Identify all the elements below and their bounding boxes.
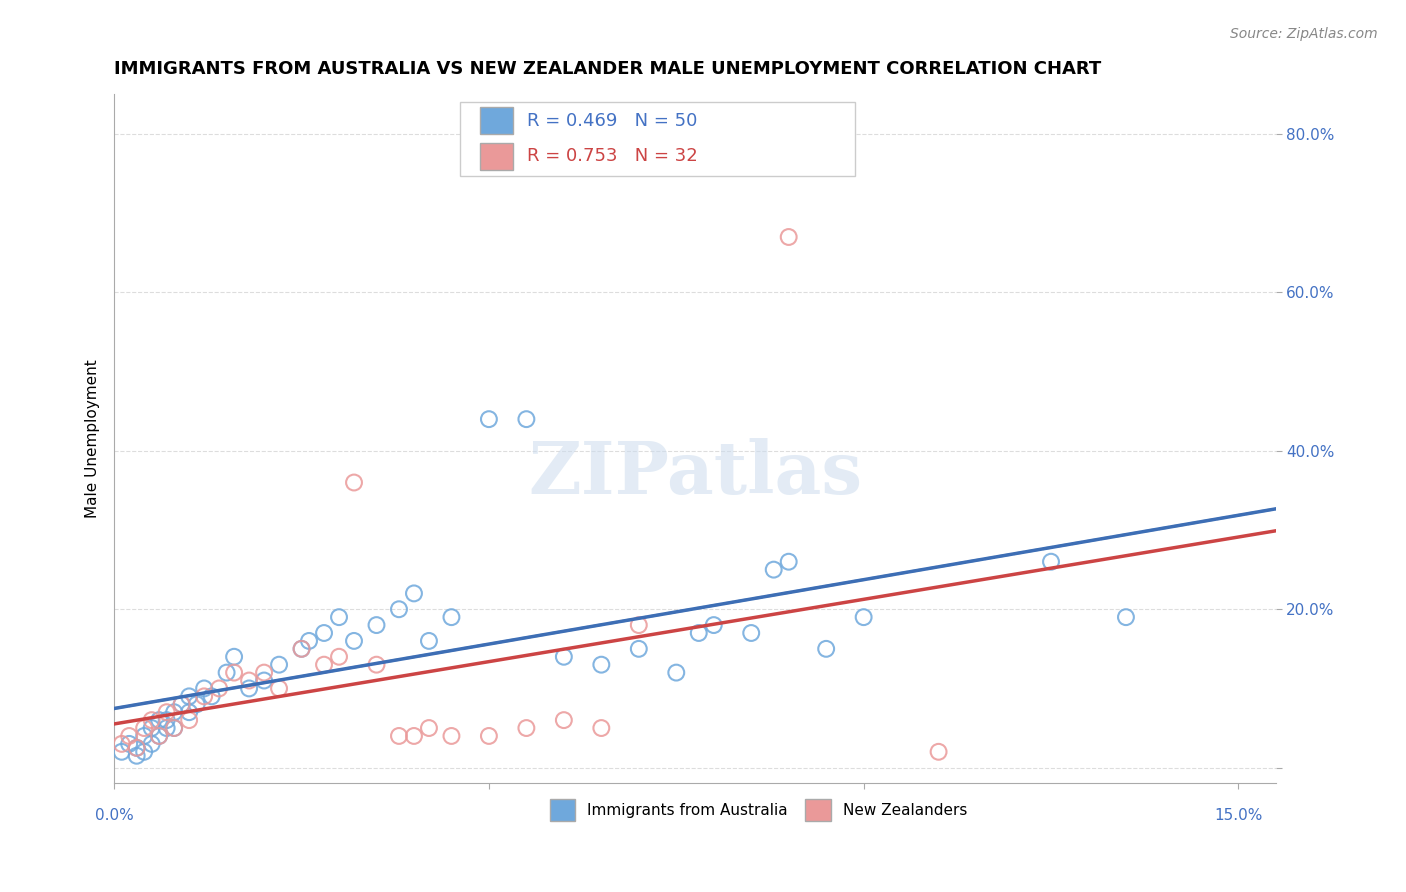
Point xyxy=(125,748,148,763)
Point xyxy=(163,705,186,719)
Point xyxy=(591,657,613,672)
Point xyxy=(627,641,650,656)
Point xyxy=(163,721,186,735)
Text: Source: ZipAtlas.com: Source: ZipAtlas.com xyxy=(1230,27,1378,41)
Point xyxy=(238,673,260,688)
Point xyxy=(343,634,366,648)
Point xyxy=(148,729,170,743)
Point xyxy=(215,665,238,680)
Point xyxy=(852,610,875,624)
Point xyxy=(515,721,537,735)
Point xyxy=(193,681,215,696)
Point xyxy=(1040,555,1063,569)
Point xyxy=(134,729,156,743)
Point xyxy=(740,626,762,640)
Point xyxy=(343,475,366,490)
Point xyxy=(778,555,800,569)
Point xyxy=(328,610,350,624)
Point xyxy=(141,737,163,751)
Point xyxy=(238,681,260,696)
Point xyxy=(125,740,148,755)
Point xyxy=(253,673,276,688)
Point xyxy=(156,721,179,735)
Point xyxy=(366,618,388,632)
Point xyxy=(665,665,688,680)
Point xyxy=(298,634,321,648)
Point xyxy=(163,721,186,735)
Point xyxy=(418,634,440,648)
Point xyxy=(170,698,193,712)
Point xyxy=(134,745,156,759)
Point xyxy=(125,740,148,755)
Point xyxy=(928,745,950,759)
Point xyxy=(141,713,163,727)
Point xyxy=(418,721,440,735)
Point xyxy=(201,690,224,704)
Point xyxy=(328,649,350,664)
Point xyxy=(193,690,215,704)
Point xyxy=(402,586,425,600)
Text: R = 0.753   N = 32: R = 0.753 N = 32 xyxy=(527,147,697,165)
Point xyxy=(170,698,193,712)
FancyBboxPatch shape xyxy=(479,143,513,170)
Point xyxy=(111,745,134,759)
Point xyxy=(253,665,276,680)
Point xyxy=(134,721,156,735)
Point xyxy=(312,626,335,640)
Point xyxy=(118,729,141,743)
Point xyxy=(179,705,201,719)
Point xyxy=(179,690,201,704)
Point xyxy=(148,713,170,727)
Point xyxy=(778,230,800,244)
Point xyxy=(208,681,231,696)
Point xyxy=(141,721,163,735)
Point xyxy=(366,657,388,672)
Point xyxy=(267,657,290,672)
Point xyxy=(290,641,312,656)
Point xyxy=(591,721,613,735)
Point xyxy=(402,729,425,743)
Point xyxy=(1115,610,1137,624)
Point xyxy=(815,641,838,656)
Point xyxy=(118,737,141,751)
Y-axis label: Male Unemployment: Male Unemployment xyxy=(86,359,100,518)
Point xyxy=(290,641,312,656)
Text: Immigrants from Australia: Immigrants from Australia xyxy=(586,803,787,818)
FancyBboxPatch shape xyxy=(806,799,831,822)
Point xyxy=(388,729,411,743)
Point xyxy=(478,412,501,426)
Point xyxy=(312,657,335,672)
Text: New Zealanders: New Zealanders xyxy=(842,803,967,818)
Point xyxy=(688,626,710,640)
Point xyxy=(388,602,411,616)
Point xyxy=(762,563,785,577)
FancyBboxPatch shape xyxy=(479,107,513,135)
Point xyxy=(553,649,575,664)
Point xyxy=(703,618,725,632)
Point xyxy=(156,705,179,719)
Point xyxy=(627,618,650,632)
Text: R = 0.469   N = 50: R = 0.469 N = 50 xyxy=(527,112,697,129)
Text: IMMIGRANTS FROM AUSTRALIA VS NEW ZEALANDER MALE UNEMPLOYMENT CORRELATION CHART: IMMIGRANTS FROM AUSTRALIA VS NEW ZEALAND… xyxy=(114,60,1101,78)
Point xyxy=(186,698,208,712)
Point xyxy=(224,649,246,664)
Point xyxy=(224,665,246,680)
Text: 15.0%: 15.0% xyxy=(1215,808,1263,823)
FancyBboxPatch shape xyxy=(550,799,575,822)
Point xyxy=(111,737,134,751)
Point xyxy=(440,610,463,624)
Text: 0.0%: 0.0% xyxy=(94,808,134,823)
FancyBboxPatch shape xyxy=(460,102,855,177)
Point xyxy=(179,713,201,727)
Point xyxy=(515,412,537,426)
Point xyxy=(553,713,575,727)
Point xyxy=(148,729,170,743)
Text: ZIPatlas: ZIPatlas xyxy=(529,438,862,509)
Point xyxy=(267,681,290,696)
Point xyxy=(440,729,463,743)
Point xyxy=(478,729,501,743)
Point xyxy=(156,713,179,727)
